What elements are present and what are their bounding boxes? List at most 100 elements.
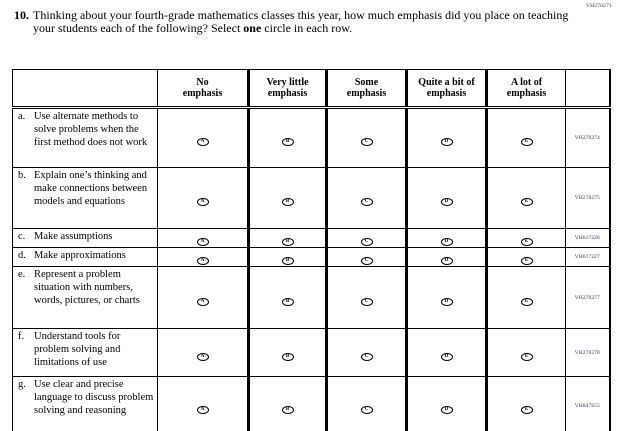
header-no-emphasis-label: No emphasis — [182, 77, 223, 99]
option-cell-very-little: B — [247, 107, 327, 168]
answer-bubble-c[interactable]: C — [360, 198, 373, 206]
option-cell-quite-a-bit: D — [405, 228, 487, 248]
answer-bubble-e[interactable]: E — [520, 406, 533, 414]
answer-bubble-a[interactable]: A — [196, 238, 209, 246]
option-cell-no-emphasis: A — [157, 228, 249, 248]
answer-bubble-d[interactable]: D — [440, 297, 453, 306]
answer-bubble-e[interactable]: E — [520, 297, 533, 306]
answer-bubble-d[interactable]: D — [440, 406, 453, 414]
question-text: Thinking about your fourth-grade mathema… — [33, 8, 570, 36]
answer-bubble-a[interactable]: A — [196, 257, 209, 265]
option-cell-some: C — [325, 107, 407, 168]
question-block: 10. Thinking about your fourth-grade mat… — [14, 8, 574, 36]
option-cell-quite-a-bit: D — [405, 376, 487, 431]
row-letter: c. — [18, 231, 26, 242]
row-item-code: VH617226 — [565, 228, 610, 248]
row-letter: b. — [18, 170, 26, 181]
table-row-f: f. Understand tools for problem solving a… — [12, 328, 610, 377]
option-cell-no-emphasis: A — [157, 167, 249, 229]
option-cell-a-lot: E — [485, 247, 566, 267]
option-cell-some: C — [325, 167, 407, 229]
row-item-code: VH617227 — [565, 247, 610, 267]
form-item-code: VH270271 — [585, 3, 612, 9]
header-very-little-emphasis: Very little emphasis — [247, 69, 327, 109]
answer-bubble-b[interactable]: B — [281, 352, 294, 361]
option-cell-no-emphasis: A — [157, 107, 249, 168]
answer-bubble-c[interactable]: C — [360, 406, 373, 414]
answer-bubble-d[interactable]: D — [440, 138, 453, 146]
answer-bubble-d[interactable]: D — [440, 352, 453, 361]
option-cell-no-emphasis: A — [157, 266, 249, 329]
question-text-before: Thinking about your fourth-grade mathema… — [33, 8, 569, 36]
question-number: 10. — [14, 8, 29, 22]
option-cell-very-little: B — [247, 247, 327, 267]
header-some-emphasis: Some emphasis — [325, 69, 407, 109]
row-item-code: VH270275 — [565, 167, 610, 229]
option-cell-a-lot: E — [485, 376, 566, 431]
option-cell-no-emphasis: A — [157, 376, 249, 431]
row-label-text: Make assumptions — [34, 231, 113, 242]
answer-bubble-a[interactable]: A — [196, 297, 209, 306]
option-cell-a-lot: E — [485, 328, 566, 377]
answer-bubble-d[interactable]: D — [440, 238, 453, 246]
answer-bubble-e[interactable]: E — [520, 238, 533, 246]
answer-bubble-c[interactable]: C — [360, 257, 373, 265]
answer-bubble-a[interactable]: A — [196, 352, 209, 361]
option-cell-very-little: B — [247, 328, 327, 377]
row-letter: e. — [18, 269, 26, 280]
row-item-code: VH270274 — [565, 107, 610, 168]
answer-bubble-b[interactable]: B — [281, 198, 294, 206]
header-quite-a-bit-emphasis-label: Quite a bit of emphasis — [418, 77, 475, 99]
option-cell-very-little: B — [247, 266, 327, 329]
header-row: No emphasis Very little emphasis Some em… — [12, 69, 610, 109]
row-label-text: Make approximations — [34, 250, 126, 261]
option-cell-a-lot: E — [485, 107, 566, 168]
answer-bubble-b[interactable]: B — [281, 238, 294, 246]
option-cell-a-lot: E — [485, 167, 566, 229]
row-letter: g. — [18, 379, 26, 390]
option-cell-quite-a-bit: D — [405, 167, 487, 229]
option-cell-no-emphasis: A — [157, 247, 249, 267]
header-empty-label — [12, 69, 158, 109]
row-label-cell: f. Understand tools for problem solving a… — [12, 328, 158, 377]
row-letter: d. — [18, 250, 26, 261]
answer-bubble-b[interactable]: B — [281, 406, 294, 414]
option-cell-a-lot: E — [485, 228, 566, 248]
answer-bubble-c[interactable]: C — [360, 238, 373, 246]
answer-bubble-c[interactable]: C — [360, 138, 373, 146]
option-cell-very-little: B — [247, 167, 327, 229]
answer-bubble-e[interactable]: E — [520, 138, 533, 146]
row-label-text: Use alternate methods to solve problems … — [34, 111, 148, 148]
answer-bubble-b[interactable]: B — [281, 297, 294, 306]
answer-bubble-d[interactable]: D — [440, 257, 453, 265]
row-label-text: Use clear and precise language to discus… — [34, 379, 154, 416]
option-cell-quite-a-bit: D — [405, 266, 487, 329]
table-row-c: c. Make assumptions A B C D E VH617226 — [12, 228, 610, 248]
header-some-emphasis-label: Some emphasis — [346, 77, 387, 99]
table-row-e: e. Represent a problem situation with num… — [12, 266, 610, 329]
answer-bubble-a[interactable]: A — [196, 138, 209, 146]
answer-bubble-b[interactable]: B — [281, 138, 294, 146]
row-letter: a. — [18, 111, 26, 122]
option-cell-some: C — [325, 328, 407, 377]
answer-bubble-a[interactable]: A — [196, 406, 209, 414]
row-label-cell: b. Explain one’s thinking and make connec… — [12, 167, 158, 229]
option-cell-some: C — [325, 228, 407, 248]
answer-bubble-a[interactable]: A — [196, 198, 209, 206]
answer-bubble-e[interactable]: E — [520, 352, 533, 361]
answer-bubble-e[interactable]: E — [520, 257, 533, 265]
answer-bubble-c[interactable]: C — [360, 352, 373, 361]
row-label-cell: d. Make approximations — [12, 247, 158, 267]
header-quite-a-bit-emphasis: Quite a bit of emphasis — [405, 69, 487, 109]
header-no-emphasis: No emphasis — [157, 69, 249, 109]
question-text-bold: one — [243, 21, 262, 36]
answer-bubble-b[interactable]: B — [281, 257, 294, 265]
answer-bubble-e[interactable]: E — [520, 198, 533, 206]
table-row-a: a. Use alternate methods to solve problem… — [13, 107, 610, 168]
answer-bubble-c[interactable]: C — [360, 297, 373, 306]
table-row-d: d. Make approximations A B C D E VH617227 — [12, 247, 610, 267]
option-cell-very-little: B — [247, 376, 327, 431]
option-cell-a-lot: E — [485, 266, 566, 329]
answer-bubble-d[interactable]: D — [440, 198, 453, 206]
option-cell-some: C — [325, 376, 407, 431]
